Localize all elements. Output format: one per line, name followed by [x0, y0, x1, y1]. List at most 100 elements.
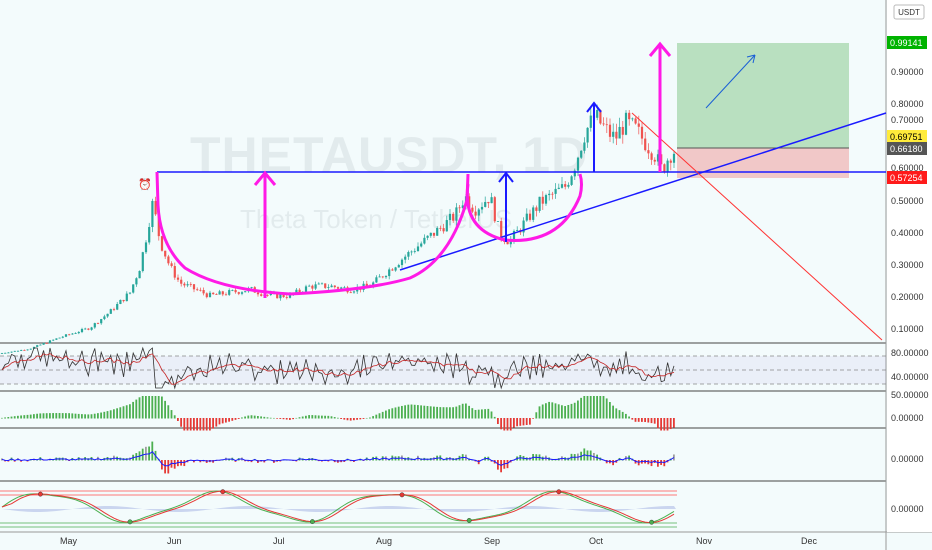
- candle-body: [634, 118, 637, 124]
- descending-trendline[interactable]: [631, 112, 883, 341]
- macd-bar: [385, 410, 387, 419]
- time-axis[interactable]: May Jun Jul Aug Sep Oct Nov Dec: [60, 536, 818, 546]
- candle-body: [269, 293, 272, 296]
- time-label-oct: Oct: [589, 536, 604, 546]
- price-axis[interactable]: USDT 0.90000 0.80000 0.70000 0.60000 0.5…: [887, 0, 932, 532]
- candle-body: [160, 236, 164, 251]
- candle-body: [71, 333, 74, 335]
- macd-bar: [116, 408, 118, 419]
- macd-bar: [596, 396, 598, 419]
- candle-body: [234, 290, 237, 293]
- ascending-trendline[interactable]: [399, 112, 887, 271]
- macd-bar: [567, 404, 570, 419]
- macd-bar: [449, 407, 451, 419]
- candle-body: [596, 110, 599, 118]
- price-axis-bg: [887, 0, 932, 532]
- candle-body: [458, 207, 461, 209]
- cup-curve[interactable]: [155, 171, 470, 296]
- handle-curve[interactable]: [465, 173, 583, 242]
- candle-body: [74, 333, 77, 334]
- macd-bar: [394, 407, 397, 419]
- macd-bar: [132, 401, 134, 419]
- price-tick-2: 0.70000: [891, 115, 924, 125]
- candle-body: [10, 351, 13, 353]
- momentum-bar: [506, 460, 509, 469]
- candle-body: [378, 276, 381, 278]
- candle-body: [324, 283, 327, 288]
- candle-body: [208, 292, 212, 298]
- macd-bar: [487, 408, 490, 419]
- macd-bar: [138, 397, 141, 419]
- macd-bar: [481, 409, 483, 419]
- macd-bar: [164, 400, 166, 419]
- profit-zone[interactable]: [677, 43, 849, 148]
- macd-bar: [369, 417, 371, 419]
- candle-body: [352, 291, 356, 293]
- macd-bar: [461, 403, 464, 419]
- macd-tick-50: 50.00000: [891, 390, 929, 400]
- projection-arrow[interactable]: [705, 54, 756, 109]
- candle-body: [84, 328, 87, 330]
- macd-bar: [519, 418, 522, 426]
- candle-body: [420, 243, 423, 247]
- candle-body: [650, 153, 653, 160]
- candle-body: [288, 293, 292, 298]
- macd-bar: [228, 418, 230, 422]
- candle-body: [663, 164, 666, 173]
- candle-body: [416, 246, 420, 252]
- macd-bar: [580, 397, 582, 419]
- price-tick-4: 0.50000: [891, 196, 924, 206]
- rsi-tick-80: 80.00000: [891, 348, 929, 358]
- rsi-line: [1, 346, 675, 390]
- macd-bar: [641, 418, 643, 422]
- macd-bar: [593, 396, 595, 419]
- currency-badge[interactable]: [893, 4, 925, 20]
- macd-bar: [199, 418, 202, 431]
- macd-bar: [148, 396, 150, 419]
- macd-bar: [177, 418, 179, 421]
- macd-bar: [170, 410, 173, 419]
- candle-body: [55, 338, 58, 340]
- candle-body: [320, 283, 324, 285]
- candle-body: [212, 292, 215, 295]
- alarm-icon[interactable]: ⏰: [138, 177, 152, 191]
- candle-body: [631, 118, 634, 120]
- momentum-bar: [1, 458, 3, 461]
- candle-body: [522, 220, 525, 233]
- rsi-signal-line: [1, 353, 675, 385]
- macd-bar: [151, 396, 154, 419]
- macd-bar: [548, 401, 550, 419]
- candle-body: [548, 193, 551, 196]
- momentum-bar: [164, 460, 166, 474]
- candle-body: [583, 142, 586, 151]
- macd-bar: [452, 407, 454, 419]
- candle-body: [487, 201, 490, 204]
- momentum-bar: [173, 460, 176, 469]
- candle-body: [132, 284, 135, 293]
- candle-body: [183, 283, 186, 286]
- macd-bar: [266, 417, 269, 419]
- macd-bar: [468, 405, 470, 419]
- momentum-bar: [167, 460, 170, 474]
- macd-bar: [497, 418, 499, 425]
- momentum-bar: [650, 460, 653, 467]
- candle-body: [535, 207, 538, 211]
- macd-bar: [74, 413, 77, 419]
- candle-body: [42, 343, 45, 345]
- candle-body: [391, 269, 394, 271]
- macd-bar: [618, 410, 621, 419]
- macd-bar: [36, 413, 38, 419]
- macd-bar: [391, 408, 394, 419]
- macd-bar: [561, 405, 563, 419]
- candle-body: [285, 297, 288, 298]
- candle-body: [87, 328, 90, 330]
- stoch-pane: [0, 489, 677, 528]
- candle-body: [308, 285, 311, 287]
- macd-bar: [39, 413, 42, 419]
- price-tick-1: 0.80000: [891, 99, 924, 109]
- macd-bar: [506, 418, 509, 431]
- candle-body: [228, 290, 231, 295]
- candle-body: [516, 230, 519, 231]
- candle-body: [202, 290, 205, 294]
